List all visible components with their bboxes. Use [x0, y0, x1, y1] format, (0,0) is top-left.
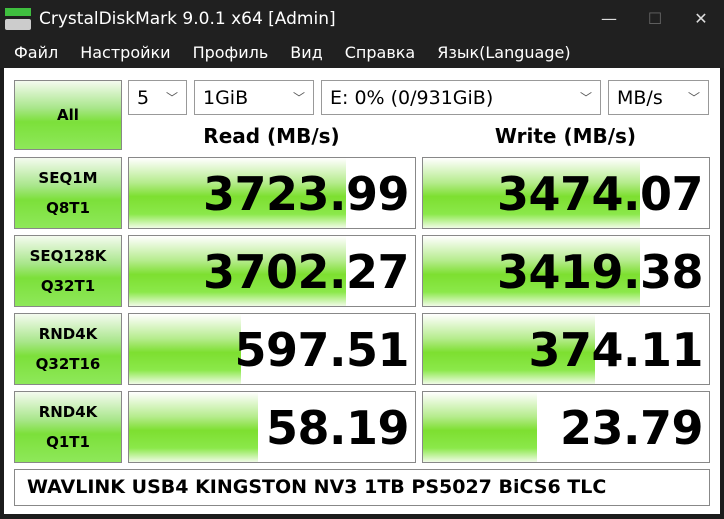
minimize-button[interactable]: — [601, 9, 617, 28]
test-name: SEQ1M [38, 169, 98, 187]
write-header: Write (MB/s) [494, 124, 637, 148]
menu-help[interactable]: Справка [344, 43, 416, 62]
menu-view[interactable]: Вид [290, 43, 323, 62]
test-button-2[interactable]: RND4K Q32T16 [14, 313, 122, 385]
menu-settings[interactable]: Настройки [80, 43, 171, 62]
read-value: 3723.99 [202, 167, 410, 221]
all-label: All [57, 106, 79, 124]
all-button[interactable]: All [14, 80, 122, 150]
test-params: Q1T1 [46, 433, 90, 451]
drive-select[interactable]: E: 0% (0/931GiB) ﹀ [321, 80, 601, 115]
count-value: 5 [137, 86, 150, 109]
write-result-2: 374.11 [422, 313, 710, 385]
unit-value: MB/s [617, 86, 663, 109]
write-result-1: 3419.38 [422, 235, 710, 307]
read-value: 3702.27 [202, 245, 410, 299]
test-button-0[interactable]: SEQ1M Q8T1 [14, 157, 122, 229]
test-button-3[interactable]: RND4K Q1T1 [14, 391, 122, 463]
read-header: Read (MB/s) [203, 124, 340, 148]
close-button[interactable]: ✕ [694, 9, 708, 28]
read-bar [129, 314, 241, 384]
read-result-0: 3723.99 [128, 157, 416, 229]
write-result-0: 3474.07 [422, 157, 710, 229]
read-value: 597.51 [234, 323, 409, 377]
read-result-2: 597.51 [128, 313, 416, 385]
write-value: 23.79 [559, 401, 704, 455]
test-params: Q8T1 [46, 199, 90, 217]
window-title: CrystalDiskMark 9.0.1 x64 [Admin] [39, 8, 336, 29]
read-bar [129, 158, 347, 228]
chevron-down-icon: ﹀ [292, 91, 305, 105]
chevron-down-icon: ﹀ [579, 91, 592, 105]
write-bar [423, 158, 641, 228]
size-value: 1GiB [203, 86, 249, 109]
drive-value: E: 0% (0/931GiB) [330, 86, 494, 109]
test-name: RND4K [38, 325, 98, 343]
test-params: Q32T1 [40, 277, 96, 295]
menu-language[interactable]: Язык(Language) [437, 43, 571, 62]
menu-profile[interactable]: Профиль [192, 43, 269, 62]
app-icon [5, 6, 31, 32]
chevron-down-icon: ﹀ [687, 91, 700, 105]
read-value: 58.19 [265, 401, 410, 455]
test-params: Q32T16 [35, 355, 101, 373]
test-name: SEQ128K [29, 247, 107, 265]
write-value: 374.11 [528, 323, 703, 377]
write-result-3: 23.79 [422, 391, 710, 463]
read-bar [129, 392, 258, 462]
write-value: 3419.38 [496, 245, 704, 299]
count-select[interactable]: 5 ﹀ [128, 80, 187, 115]
drive-comment[interactable]: WAVLINK USB4 KINGSTON NV3 1TB PS5027 BiC… [14, 469, 710, 506]
unit-select[interactable]: MB/s ﹀ [608, 80, 709, 115]
title-bar: CrystalDiskMark 9.0.1 x64 [Admin] — ☐ ✕ [0, 0, 724, 37]
read-result-3: 58.19 [128, 391, 416, 463]
write-bar [423, 392, 538, 462]
test-button-1[interactable]: SEQ128K Q32T1 [14, 235, 122, 307]
read-bar [129, 236, 347, 306]
test-name: RND4K [38, 403, 98, 421]
write-bar [423, 236, 641, 306]
maximize-button[interactable]: ☐ [647, 9, 663, 28]
menu-file[interactable]: Файл [14, 43, 59, 62]
write-value: 3474.07 [496, 167, 704, 221]
write-bar [423, 314, 595, 384]
menu-bar: Файл Настройки Профиль Вид Справка Язык(… [0, 37, 724, 68]
main-panel: All 5 ﹀ 1GiB ﹀ E: 0% (0/931GiB) ﹀ MB/s ﹀ Rea… [4, 68, 720, 514]
chevron-down-icon: ﹀ [165, 91, 178, 105]
read-result-1: 3702.27 [128, 235, 416, 307]
size-select[interactable]: 1GiB ﹀ [194, 80, 314, 115]
